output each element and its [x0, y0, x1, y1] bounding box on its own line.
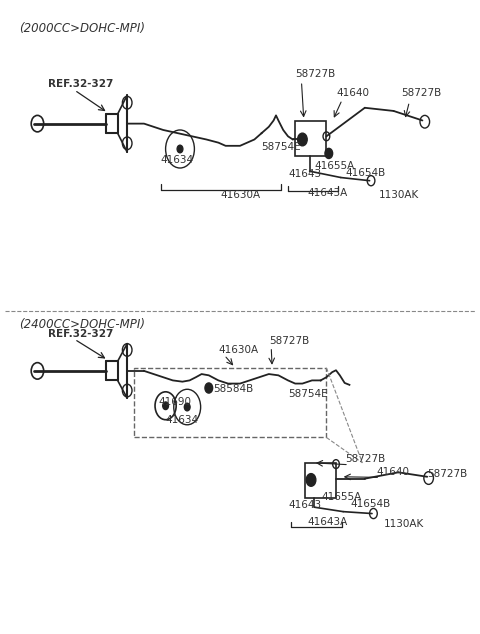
Text: 41630A: 41630A	[221, 190, 261, 200]
Text: 1130AK: 1130AK	[384, 519, 424, 529]
Text: 41654B: 41654B	[346, 167, 386, 178]
Text: 41634: 41634	[161, 155, 194, 165]
Text: (2400CC>DOHC-MPI): (2400CC>DOHC-MPI)	[19, 318, 145, 332]
Text: 41643: 41643	[288, 500, 321, 510]
Text: 58727B: 58727B	[269, 335, 309, 346]
Circle shape	[177, 145, 183, 153]
Text: 41640: 41640	[377, 467, 410, 477]
Text: (2000CC>DOHC-MPI): (2000CC>DOHC-MPI)	[19, 22, 145, 36]
Text: 41643A: 41643A	[307, 188, 348, 198]
Text: 41690: 41690	[158, 397, 192, 407]
Text: REF.32-327: REF.32-327	[48, 329, 113, 339]
Text: 41643A: 41643A	[307, 517, 348, 527]
Text: 58727B: 58727B	[427, 469, 468, 479]
Circle shape	[298, 133, 307, 146]
Text: 41630A: 41630A	[218, 345, 259, 355]
Text: 58727B: 58727B	[401, 88, 441, 98]
Text: 1130AK: 1130AK	[379, 190, 420, 200]
Text: 41655A: 41655A	[322, 492, 362, 502]
Text: REF.32-327: REF.32-327	[48, 79, 113, 89]
Text: 58727B: 58727B	[295, 69, 336, 79]
Bar	[134, 368, 326, 437]
Bar	[305, 463, 336, 498]
Circle shape	[325, 148, 333, 158]
Text: 41654B: 41654B	[350, 499, 391, 509]
Text: 58727B: 58727B	[346, 454, 386, 464]
Text: 41655A: 41655A	[314, 161, 355, 171]
Circle shape	[306, 474, 316, 486]
Circle shape	[184, 403, 190, 411]
Circle shape	[205, 383, 213, 393]
Circle shape	[163, 402, 168, 410]
Text: 58754E: 58754E	[288, 389, 328, 399]
Text: 41640: 41640	[336, 88, 369, 98]
Text: 41643: 41643	[288, 169, 321, 179]
Text: 58584B: 58584B	[214, 384, 254, 394]
Bar	[295, 121, 326, 156]
Text: 58754E: 58754E	[262, 142, 301, 152]
Text: 41634: 41634	[166, 415, 199, 425]
